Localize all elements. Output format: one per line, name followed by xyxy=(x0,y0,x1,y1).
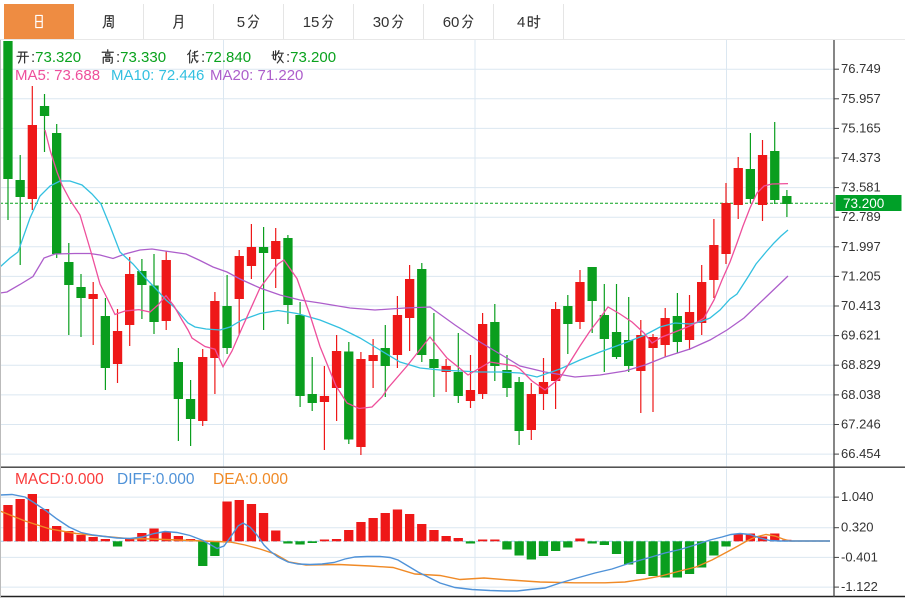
svg-text:76.749: 76.749 xyxy=(841,61,881,76)
svg-text:73.581: 73.581 xyxy=(841,180,881,195)
svg-text::73.320: :73.320 xyxy=(31,49,81,66)
svg-text:68.829: 68.829 xyxy=(841,357,881,372)
svg-text:1.040: 1.040 xyxy=(841,489,874,504)
svg-text::72.840: :72.840 xyxy=(201,49,251,66)
svg-text:60: 60 xyxy=(443,14,460,31)
svg-text:66.454: 66.454 xyxy=(841,446,881,461)
svg-text:75.957: 75.957 xyxy=(841,91,881,106)
svg-text:-1.122: -1.122 xyxy=(841,579,878,594)
svg-text:4: 4 xyxy=(517,14,525,31)
svg-text:70.413: 70.413 xyxy=(841,298,881,313)
svg-text::73.330: :73.330 xyxy=(116,49,166,66)
svg-text:-0.401: -0.401 xyxy=(841,549,878,564)
svg-text:68.038: 68.038 xyxy=(841,387,881,402)
svg-text:75.165: 75.165 xyxy=(841,120,881,135)
svg-text:15: 15 xyxy=(303,14,320,31)
svg-text:74.373: 74.373 xyxy=(841,150,881,165)
svg-text:30: 30 xyxy=(373,14,390,31)
svg-text::73.200: :73.200 xyxy=(286,49,336,66)
svg-text:69.621: 69.621 xyxy=(841,328,881,343)
svg-text:71.205: 71.205 xyxy=(841,268,881,283)
svg-text:5: 5 xyxy=(237,14,245,31)
svg-text:0.320: 0.320 xyxy=(841,520,874,535)
svg-text:72.789: 72.789 xyxy=(841,209,881,224)
svg-text:71.997: 71.997 xyxy=(841,239,881,254)
svg-text:67.246: 67.246 xyxy=(841,417,881,432)
svg-text:73.200: 73.200 xyxy=(843,196,884,211)
